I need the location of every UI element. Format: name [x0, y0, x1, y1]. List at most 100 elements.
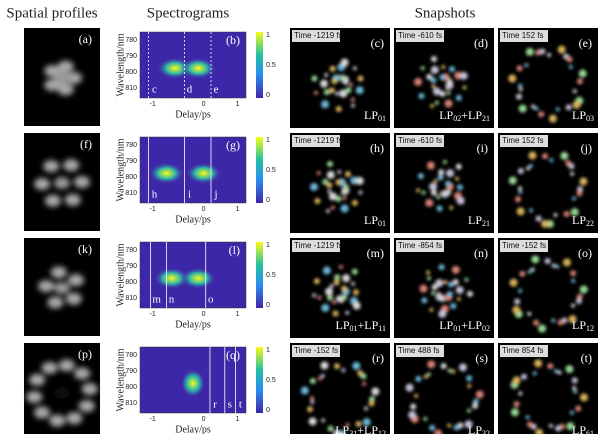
speckle: [431, 66, 439, 74]
speckle: [518, 84, 522, 88]
speckle: [351, 104, 355, 108]
speckle: [457, 297, 461, 301]
speckle: [568, 163, 574, 169]
mode-part: 01: [453, 324, 461, 333]
speckle: [301, 387, 309, 395]
speckle: [432, 84, 436, 88]
speckle: [466, 375, 472, 381]
marker-label: s: [228, 399, 232, 411]
speckle: [557, 370, 561, 374]
colorbar: [256, 137, 263, 203]
speckle: [339, 265, 343, 269]
y-axis-label: Wavelength/nm: [115, 243, 126, 306]
profile-lobe: [29, 374, 45, 386]
figure: Spatial profiles Spectrograms Snapshots …: [0, 0, 603, 434]
speckle: [364, 406, 368, 410]
profile-lobe: [66, 412, 82, 424]
speckle: [336, 106, 342, 112]
panel-label: (p): [78, 347, 92, 361]
spectrogram-energy: [181, 369, 205, 397]
speckle: [447, 291, 453, 297]
speckle: [455, 177, 459, 181]
marker-label: c: [152, 84, 157, 96]
speckle: [516, 94, 522, 100]
speckle: [580, 285, 588, 293]
speckle: [328, 426, 334, 432]
speckle: [351, 98, 355, 102]
y-tick-label: 780: [125, 247, 137, 254]
speckle: [549, 115, 557, 123]
snapshot-time: Time -610 fs: [398, 31, 442, 40]
speckle: [449, 206, 453, 210]
speckle: [570, 270, 576, 276]
speckle: [429, 183, 437, 191]
speckle: [333, 311, 339, 317]
profile-core: [54, 72, 70, 84]
speckle: [451, 370, 455, 374]
profile-lobe: [34, 178, 50, 190]
speckle: [556, 107, 560, 111]
speckle: [441, 65, 445, 69]
speckle: [430, 104, 434, 108]
speckle: [332, 300, 336, 304]
speckle: [422, 191, 426, 195]
speckle: [572, 386, 576, 390]
speckle: [450, 303, 456, 309]
speckle: [351, 282, 355, 286]
speckle: [453, 279, 459, 285]
speckle: [539, 49, 545, 55]
speckle: [508, 74, 516, 82]
marker-label: m: [152, 294, 161, 306]
speckle: [335, 92, 339, 96]
snapshot-time: Time -610 fs: [398, 136, 442, 145]
profile-lobe: [43, 160, 59, 172]
speckle: [538, 111, 544, 117]
snapshot-time: Time -854 fs: [398, 241, 442, 250]
colorbar: [256, 347, 263, 413]
speckle: [538, 325, 546, 333]
colorbar-tick-label: 0: [266, 407, 270, 414]
speckle: [438, 169, 444, 175]
panel-label: (h): [370, 141, 384, 155]
speckle: [464, 278, 468, 282]
speckle: [457, 197, 465, 205]
y-tick-label: 790: [125, 53, 137, 60]
speckle: [324, 89, 330, 95]
mode-part: LP: [468, 423, 482, 434]
speckle: [321, 374, 325, 378]
profile-lobe: [68, 274, 84, 286]
speckle: [423, 417, 427, 421]
panel-label: (l): [229, 243, 240, 257]
speckle: [552, 264, 556, 268]
speckle: [542, 153, 548, 159]
mode-part: 21: [482, 219, 490, 228]
speckle: [418, 93, 424, 99]
x-axis-label: Delay/ps: [175, 424, 211, 434]
colorbar-tick-label: 1: [266, 242, 270, 249]
speckle: [555, 265, 559, 269]
snapshot-time: Time -1219 fs: [294, 136, 343, 145]
snapshot-time: Time 488 fs: [398, 346, 440, 355]
marker-label: t: [239, 399, 242, 411]
speckle: [432, 284, 438, 290]
speckle: [435, 101, 439, 105]
x-tick-label: 1: [236, 416, 240, 423]
x-tick-label: -1: [150, 416, 156, 423]
speckle: [431, 190, 437, 196]
colorbar-tick-label: 1: [266, 137, 270, 144]
speckle: [570, 411, 574, 415]
speckle: [517, 207, 525, 215]
colorbar-tick-label: 0: [266, 92, 270, 99]
speckle: [408, 411, 416, 419]
speckle: [555, 425, 561, 431]
panel-label: (r): [372, 351, 384, 365]
panel-label: (j): [581, 141, 592, 155]
profile-core: [54, 387, 70, 399]
mode-part: LP: [439, 108, 453, 122]
speckle: [341, 286, 347, 292]
speckle: [519, 271, 525, 277]
x-tick-label: 0: [202, 101, 206, 108]
speckle: [345, 311, 349, 315]
speckle: [328, 189, 332, 193]
x-tick-label: -1: [150, 206, 156, 213]
